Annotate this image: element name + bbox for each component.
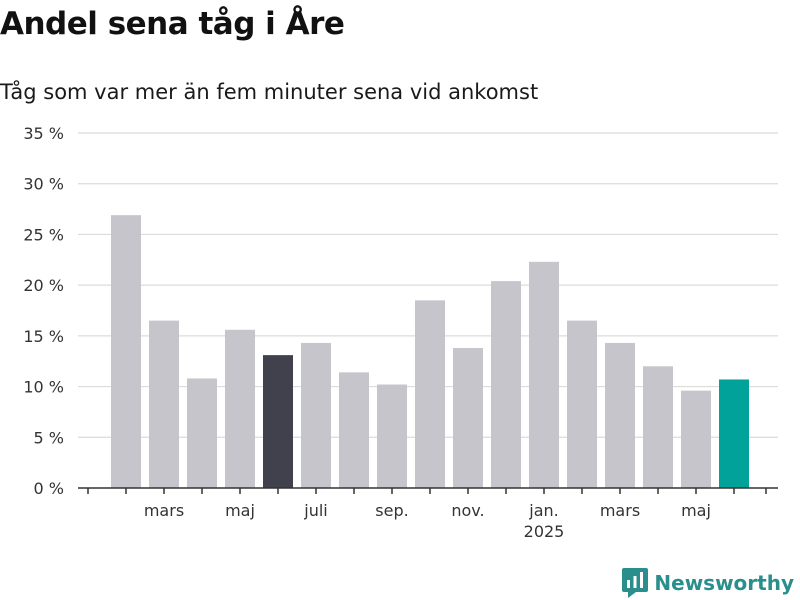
- y-tick-label: 15 %: [23, 327, 64, 346]
- bar-2024-10: [415, 300, 445, 488]
- bar-2025-01: [529, 261, 559, 488]
- bar-2024-11: [453, 348, 483, 488]
- brand-name: Newsworthy: [654, 571, 794, 595]
- y-tick-label: 5 %: [34, 428, 64, 447]
- chart-subtitle: Tåg som var mer än fem minuter sena vid …: [0, 80, 539, 104]
- x-tick-label: sep.: [375, 501, 408, 520]
- bar-2024-07: [301, 342, 331, 488]
- x-axis: mars maj juli sep. nov. jan. 2025 mars maj: [78, 487, 778, 541]
- bar-2024-02: [111, 215, 141, 488]
- y-tick-label: 20 %: [23, 276, 64, 295]
- y-tick-label: 35 %: [23, 124, 64, 143]
- y-tick-label: 0 %: [34, 479, 64, 498]
- y-tick-label: 10 %: [23, 378, 64, 397]
- bar-2024-09: [377, 384, 407, 488]
- bar-2025-02: [567, 320, 597, 488]
- bar-2025-04: [643, 366, 673, 488]
- bar-2025-06: [719, 379, 749, 488]
- x-tick-label: nov.: [451, 501, 484, 520]
- x-tick-label: juli: [303, 501, 327, 520]
- x-tick-label: maj: [681, 501, 711, 520]
- x-tick-year-label: 2025: [524, 522, 565, 541]
- bar-2025-05: [681, 390, 711, 488]
- y-tick-label: 30 %: [23, 175, 64, 194]
- x-tick-label: mars: [144, 501, 184, 520]
- newsworthy-logo-icon: [622, 568, 649, 598]
- bar-2024-12: [491, 281, 521, 488]
- bar-chart: 0 % 5 % 10 % 15 % 20 % 25 % 30 % 35 % mars maj ju…: [23, 124, 778, 541]
- bar-2024-08: [339, 372, 369, 488]
- bar-2025-03: [605, 342, 635, 488]
- bars: [111, 215, 749, 488]
- y-axis-tick-labels: 0 % 5 % 10 % 15 % 20 % 25 % 30 % 35 %: [23, 124, 64, 498]
- bar-2024-04: [187, 378, 217, 488]
- x-tick-label: maj: [225, 501, 255, 520]
- bar-2024-03: [149, 320, 179, 488]
- bar-2024-05: [225, 329, 255, 488]
- bar-2024-06: [263, 355, 293, 488]
- x-tick-label: mars: [600, 501, 640, 520]
- chart-title: Andel sena tåg i Åre: [0, 6, 345, 42]
- y-tick-label: 25 %: [23, 225, 64, 244]
- x-tick-label: jan.: [528, 501, 558, 520]
- brand-logo: Newsworthy: [622, 568, 794, 598]
